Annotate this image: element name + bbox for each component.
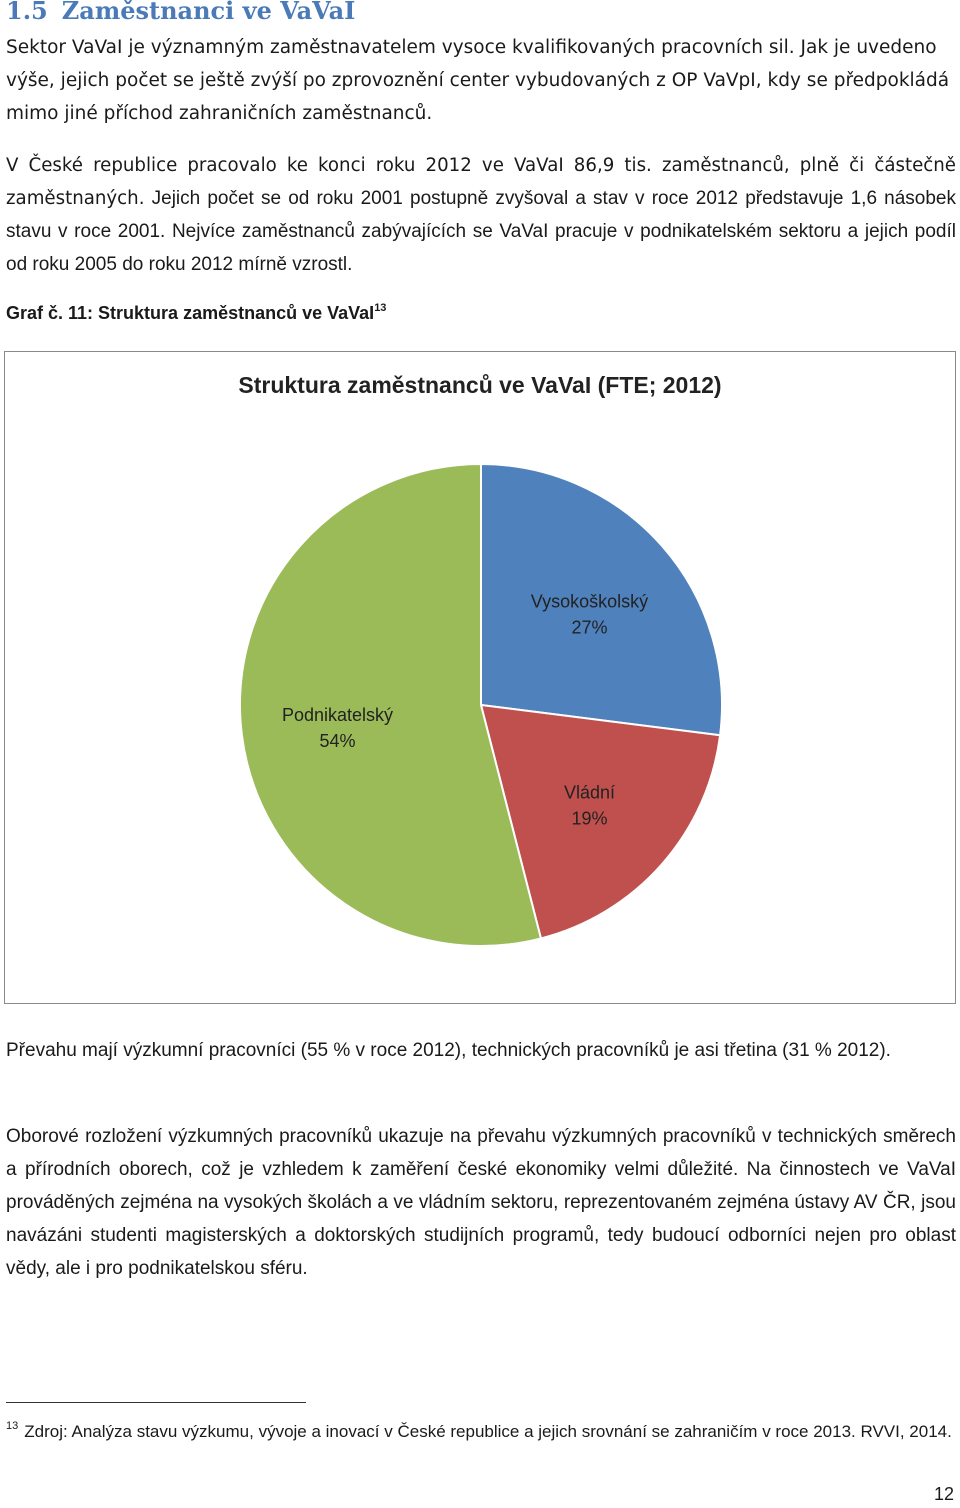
- slice-label-0: Vysokoškolský: [531, 591, 648, 611]
- chart-title: Struktura zaměstnanců ve VaVaI (FTE; 201…: [238, 372, 722, 398]
- footnote-text: Zdroj: Analýza stavu výzkumu, vývoje a i…: [24, 1422, 952, 1441]
- section-heading: 1.5 Zaměstnanci ve VaVaI: [6, 0, 355, 25]
- paragraph-intro: Sektor VaVaI je významným zaměstnavatele…: [6, 37, 950, 124]
- page-number: 12: [933, 1484, 954, 1504]
- figure-caption-text: Graf č. 11: Struktura zaměstnanců ve VaV…: [6, 303, 375, 323]
- slice-percent-2: 54%: [320, 731, 356, 751]
- pie-chart: Struktura zaměstnanců ve VaVaI (FTE; 201…: [4, 351, 956, 1004]
- paragraph-employees-lead: V České republice pracovalo ke konci rok…: [6, 155, 956, 209]
- pie-chart-canvas: Vysokoškolský 27% Vládní 19% Podnikatelský 54…: [239, 462, 723, 947]
- footnote-marker: 13: [6, 1420, 19, 1432]
- slice-label-1: Vládní: [564, 783, 615, 803]
- slice-percent-0: 27%: [571, 617, 607, 637]
- paragraph-employees: V České republice pracovalo ke konci rok…: [6, 149, 956, 281]
- footnote: 13 Zdroj: Analýza stavu výzkumu, vývoje a…: [6, 1413, 956, 1445]
- paragraph-researchers: Převahu mají výzkumní pracovníci (55 % v…: [6, 1040, 891, 1061]
- section-title: Zaměstnanci ve VaVaI: [61, 0, 356, 25]
- section-number: 1.5: [6, 0, 48, 25]
- footnote-ref: 13: [374, 302, 387, 314]
- slice-percent-1: 19%: [571, 809, 607, 829]
- paragraph-fields: Oborové rozložení výzkumných pracovníků …: [6, 1126, 956, 1279]
- pie-slice-0: [480, 462, 723, 737]
- figure-caption: Graf č. 11: Struktura zaměstnanců ve VaV…: [6, 302, 386, 324]
- slice-label-2: Podnikatelský: [282, 705, 393, 725]
- footnote-separator: [6, 1402, 306, 1403]
- pie-slice-1: [479, 703, 722, 940]
- pie-slice-2: [239, 462, 543, 947]
- paragraph-employees-rest: Jejich počet se od roku 2001 postupně zv…: [6, 188, 956, 275]
